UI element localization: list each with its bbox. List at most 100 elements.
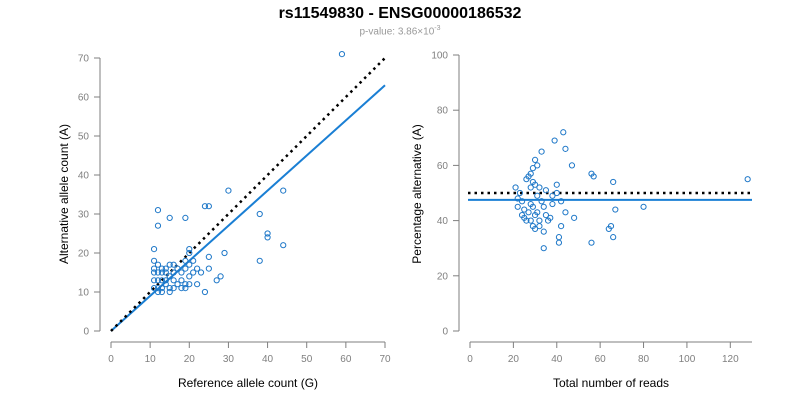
left-y-tick-label: 20 bbox=[78, 249, 90, 260]
left-x-tick-label: 50 bbox=[301, 354, 313, 365]
left-data-point bbox=[256, 210, 263, 218]
right-data-point bbox=[553, 189, 560, 197]
left-data-point bbox=[150, 246, 158, 253]
right-data-point bbox=[555, 234, 563, 241]
left-x-tick-label: 10 bbox=[145, 354, 157, 365]
right-data-point bbox=[538, 148, 545, 155]
left-y-tick-label: 50 bbox=[78, 132, 90, 143]
right-data-point bbox=[562, 209, 569, 216]
right-x-tick-label: 100 bbox=[679, 354, 696, 365]
left-data-point bbox=[162, 281, 169, 288]
right-data-point bbox=[527, 170, 534, 177]
left-data-point bbox=[280, 187, 287, 194]
p-value-exponent: -3 bbox=[434, 25, 441, 32]
right-data-point bbox=[534, 192, 541, 199]
right-x-tick-label: 80 bbox=[638, 354, 650, 365]
left-data-point bbox=[150, 269, 158, 276]
left-data-point bbox=[201, 203, 209, 210]
left-data-point bbox=[186, 273, 193, 280]
right-data-point bbox=[540, 228, 547, 235]
right-data-point bbox=[529, 165, 537, 172]
left-data-point bbox=[174, 265, 181, 272]
left-y-tick-label: 0 bbox=[83, 327, 89, 338]
left-data-point bbox=[170, 269, 177, 276]
right-data-point bbox=[525, 209, 532, 216]
left-data-point bbox=[201, 288, 209, 296]
right-data-point bbox=[518, 198, 526, 205]
left-data-point bbox=[154, 269, 162, 276]
right-data-point bbox=[536, 184, 543, 191]
right-data-point bbox=[521, 206, 528, 213]
left-data-point bbox=[182, 281, 189, 288]
right-data-point bbox=[744, 176, 751, 183]
left-data-point bbox=[205, 265, 212, 272]
left-data-point bbox=[166, 214, 173, 221]
left-data-point bbox=[150, 285, 158, 292]
right-data-point bbox=[514, 203, 521, 210]
right-y-tick-label: 40 bbox=[437, 216, 449, 227]
right-y-tick-label: 60 bbox=[437, 161, 449, 172]
right-data-point bbox=[553, 181, 560, 188]
left-data-point bbox=[178, 285, 185, 292]
left-data-point bbox=[264, 234, 271, 241]
right-x-tick-label: 20 bbox=[508, 354, 520, 365]
right-x-tick-label: 40 bbox=[551, 354, 563, 365]
right-x-axis-title: Total number of reads bbox=[553, 376, 669, 390]
right-y-tick-label: 20 bbox=[437, 271, 449, 282]
right-data-point bbox=[542, 187, 550, 194]
left-data-point bbox=[154, 277, 162, 284]
right-data-point bbox=[534, 209, 541, 216]
left-fit-line bbox=[110, 84, 386, 332]
left-data-point bbox=[186, 281, 193, 288]
left-data-point bbox=[158, 269, 165, 276]
left-data-point bbox=[182, 285, 189, 292]
left-data-point bbox=[182, 214, 189, 221]
left-x-tick-label: 30 bbox=[223, 354, 235, 365]
left-data-point bbox=[166, 288, 173, 296]
left-data-point bbox=[166, 273, 173, 280]
left-data-point bbox=[190, 257, 197, 264]
left-data-point bbox=[150, 277, 158, 284]
left-data-point bbox=[182, 257, 189, 264]
left-y-tick-label: 70 bbox=[78, 54, 90, 65]
right-data-point bbox=[562, 145, 569, 152]
left-data-point bbox=[154, 207, 162, 214]
left-data-point bbox=[225, 187, 232, 194]
right-data-point bbox=[538, 198, 545, 205]
left-data-point bbox=[170, 285, 177, 292]
right-data-point bbox=[547, 214, 554, 221]
left-data-point bbox=[166, 285, 173, 292]
left-data-point bbox=[221, 249, 228, 257]
left-data-point bbox=[190, 269, 197, 276]
right-y-tick-label: 100 bbox=[431, 51, 448, 62]
left-data-point bbox=[194, 265, 201, 272]
left-data-point bbox=[205, 203, 212, 210]
left-data-point bbox=[186, 249, 193, 257]
left-data-point bbox=[162, 269, 169, 276]
right-data-point bbox=[542, 211, 550, 219]
left-data-point bbox=[197, 269, 205, 276]
left-data-point bbox=[338, 51, 346, 58]
left-x-tick-label: 0 bbox=[108, 354, 114, 365]
left-data-point bbox=[170, 277, 177, 284]
left-y-tick-label: 10 bbox=[78, 288, 90, 299]
left-data-point bbox=[158, 277, 165, 284]
left-data-point bbox=[158, 265, 165, 272]
left-data-point bbox=[154, 288, 162, 296]
right-data-point bbox=[555, 239, 563, 246]
left-data-point bbox=[178, 277, 185, 284]
right-data-point bbox=[529, 203, 537, 210]
right-x-tick-label: 0 bbox=[467, 354, 473, 365]
right-y-tick-label: 0 bbox=[442, 327, 448, 338]
left-x-tick-label: 70 bbox=[379, 354, 391, 365]
left-data-point bbox=[194, 281, 201, 288]
right-data-point bbox=[590, 173, 597, 180]
left-data-point bbox=[158, 288, 165, 296]
left-data-point bbox=[162, 277, 169, 284]
right-y-tick-label: 80 bbox=[437, 106, 449, 117]
chart-title: rs11549830 - ENSG00000186532 bbox=[278, 5, 522, 22]
right-data-point bbox=[531, 156, 539, 163]
right-data-point bbox=[568, 162, 576, 169]
right-data-point bbox=[588, 239, 595, 246]
